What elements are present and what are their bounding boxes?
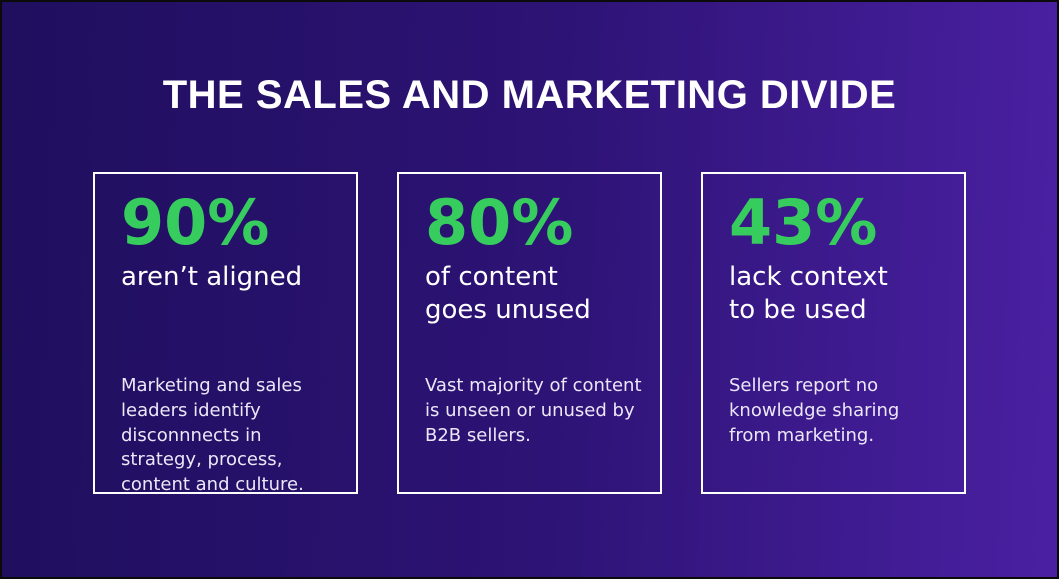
- stat-description: Marketing and sales leaders identify dis…: [121, 375, 304, 496]
- stat-description: Vast majority of content is unseen or un…: [425, 375, 642, 446]
- stat-card-alignment: 90% aren’t aligned Marketing and sales l…: [93, 172, 358, 495]
- stat-label: of content goes unused: [425, 262, 591, 326]
- stat-value: 90%: [121, 186, 270, 259]
- stat-value: 80%: [425, 186, 574, 259]
- stat-label: lack context to be used: [729, 262, 888, 326]
- stat-value: 43%: [729, 186, 878, 259]
- page-title: THE SALES AND MARKETING DIVIDE: [162, 73, 897, 117]
- stat-label: aren’t aligned: [121, 262, 303, 293]
- stat-description: Sellers report no knowledge sharing from…: [729, 375, 900, 446]
- stat-cards-row: 90% aren’t aligned Marketing and sales l…: [2, 172, 1057, 495]
- stat-card-lack-context: 43% lack context to be used Sellers repo…: [701, 172, 966, 494]
- stat-card-content-unused: 80% of content goes unused Vast majority…: [397, 172, 662, 494]
